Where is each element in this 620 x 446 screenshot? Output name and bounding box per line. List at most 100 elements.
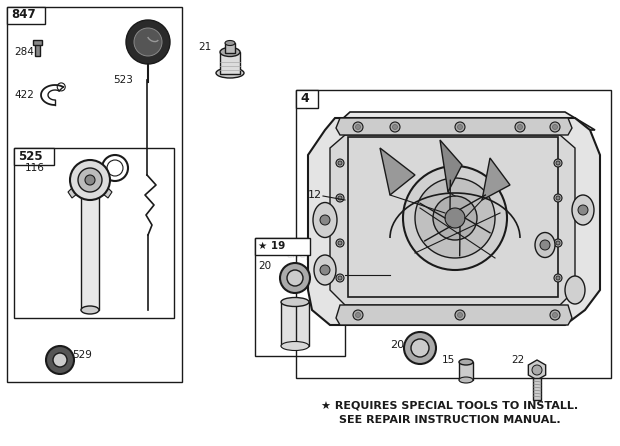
- Circle shape: [336, 274, 344, 282]
- Circle shape: [552, 124, 557, 129]
- Circle shape: [552, 313, 557, 318]
- Ellipse shape: [459, 377, 473, 383]
- Circle shape: [134, 28, 162, 56]
- Bar: [7, 7, 45, 24]
- Polygon shape: [98, 182, 112, 198]
- Circle shape: [415, 178, 495, 258]
- Circle shape: [355, 313, 360, 318]
- Circle shape: [287, 270, 303, 286]
- Polygon shape: [330, 135, 575, 305]
- Text: 422: 422: [14, 90, 34, 100]
- Bar: [7, 7, 182, 382]
- Circle shape: [458, 124, 463, 129]
- Bar: [348, 137, 558, 297]
- Bar: [255, 238, 310, 255]
- Circle shape: [336, 239, 344, 247]
- Ellipse shape: [314, 255, 336, 285]
- Circle shape: [78, 168, 102, 192]
- Circle shape: [455, 122, 465, 132]
- Circle shape: [556, 276, 560, 280]
- Circle shape: [70, 160, 110, 200]
- Text: 523: 523: [113, 75, 133, 85]
- Circle shape: [554, 274, 562, 282]
- Bar: [296, 90, 611, 378]
- Circle shape: [554, 159, 562, 167]
- Ellipse shape: [225, 41, 235, 45]
- Ellipse shape: [572, 195, 594, 225]
- Circle shape: [445, 208, 465, 228]
- Bar: [14, 148, 174, 318]
- Circle shape: [550, 310, 560, 320]
- Ellipse shape: [565, 276, 585, 304]
- Text: ★ 19: ★ 19: [258, 241, 285, 251]
- Circle shape: [518, 124, 523, 129]
- Text: 12: 12: [308, 190, 322, 200]
- Ellipse shape: [216, 68, 244, 78]
- Ellipse shape: [281, 297, 309, 306]
- Circle shape: [336, 194, 344, 202]
- Circle shape: [556, 161, 560, 165]
- Circle shape: [53, 353, 67, 367]
- Polygon shape: [440, 140, 462, 192]
- Text: 284: 284: [14, 47, 34, 57]
- Text: 20: 20: [390, 340, 404, 350]
- Bar: [33, 40, 42, 45]
- Circle shape: [458, 313, 463, 318]
- Polygon shape: [336, 118, 572, 135]
- Circle shape: [556, 196, 560, 200]
- Circle shape: [578, 205, 588, 215]
- Circle shape: [353, 122, 363, 132]
- Circle shape: [554, 194, 562, 202]
- Circle shape: [411, 339, 429, 357]
- Text: 4: 4: [300, 92, 309, 106]
- Circle shape: [540, 240, 550, 250]
- Circle shape: [338, 276, 342, 280]
- Bar: [225, 43, 235, 53]
- Circle shape: [355, 124, 360, 129]
- Text: 22: 22: [512, 355, 525, 365]
- Polygon shape: [482, 158, 510, 200]
- Circle shape: [320, 265, 330, 275]
- Circle shape: [403, 166, 507, 270]
- Text: 847: 847: [11, 8, 35, 21]
- Text: eReplacementParts.com: eReplacementParts.com: [286, 250, 414, 260]
- Bar: [533, 378, 541, 400]
- Text: 525: 525: [18, 149, 43, 162]
- Circle shape: [554, 239, 562, 247]
- Text: 21: 21: [198, 42, 211, 52]
- Circle shape: [336, 159, 344, 167]
- Circle shape: [433, 196, 477, 240]
- Bar: [14, 148, 54, 165]
- Bar: [459, 362, 473, 380]
- Bar: [220, 52, 240, 74]
- Circle shape: [392, 124, 397, 129]
- Text: 15: 15: [441, 355, 455, 365]
- Polygon shape: [68, 182, 82, 198]
- Ellipse shape: [313, 202, 337, 238]
- Circle shape: [404, 332, 436, 364]
- Ellipse shape: [459, 359, 473, 365]
- Circle shape: [85, 175, 95, 185]
- Circle shape: [532, 365, 542, 375]
- Ellipse shape: [281, 342, 309, 351]
- Polygon shape: [380, 148, 415, 195]
- Circle shape: [280, 263, 310, 293]
- Circle shape: [353, 310, 363, 320]
- Polygon shape: [308, 118, 600, 325]
- Text: 116: 116: [25, 163, 45, 173]
- Circle shape: [515, 122, 525, 132]
- Circle shape: [46, 346, 74, 374]
- Text: SEE REPAIR INSTRUCTION MANUAL.: SEE REPAIR INSTRUCTION MANUAL.: [339, 415, 561, 425]
- Circle shape: [320, 215, 330, 225]
- Polygon shape: [330, 112, 595, 130]
- Circle shape: [556, 241, 560, 245]
- Bar: [255, 238, 345, 356]
- Ellipse shape: [220, 48, 240, 57]
- Bar: [81, 195, 99, 310]
- Bar: [296, 90, 318, 108]
- Polygon shape: [336, 305, 572, 325]
- Polygon shape: [528, 360, 546, 380]
- Ellipse shape: [535, 232, 555, 257]
- Bar: [35, 44, 40, 56]
- Ellipse shape: [81, 306, 99, 314]
